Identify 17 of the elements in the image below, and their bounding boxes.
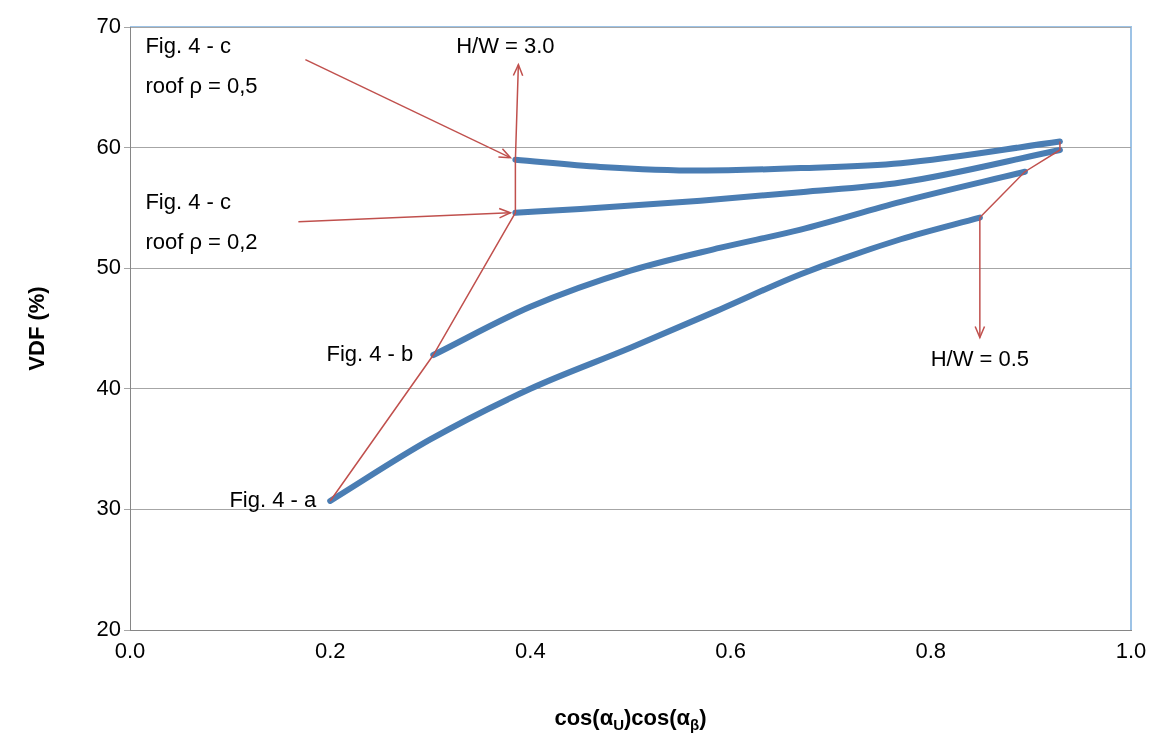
annotation: Fig. 4 - a	[229, 487, 317, 513]
x-tick-label: 0.8	[915, 638, 947, 664]
y-tick-label: 40	[96, 374, 121, 400]
annotation: H/W = 3.0	[456, 32, 555, 58]
x-tick-label: 0.2	[314, 638, 346, 664]
annotation: Fig. 4 - b	[326, 341, 414, 367]
x-tick-label: 0.6	[715, 638, 746, 664]
annotation: H/W = 0.5	[930, 345, 1030, 371]
annotation: Fig. 4 - c roof ρ = 0,5	[145, 32, 258, 98]
x-tick-label: 1.0	[1115, 638, 1147, 664]
y-tick-label: 60	[96, 133, 121, 159]
y-tick-label: 50	[96, 254, 121, 280]
y-tick-label: 30	[96, 495, 121, 521]
x-tick-label: 0.4	[515, 638, 546, 664]
y-tick-label: 70	[96, 13, 121, 39]
annotation: Fig. 4 - c roof ρ = 0,2	[145, 188, 258, 254]
y-axis-title: VDF (%)	[24, 286, 50, 371]
